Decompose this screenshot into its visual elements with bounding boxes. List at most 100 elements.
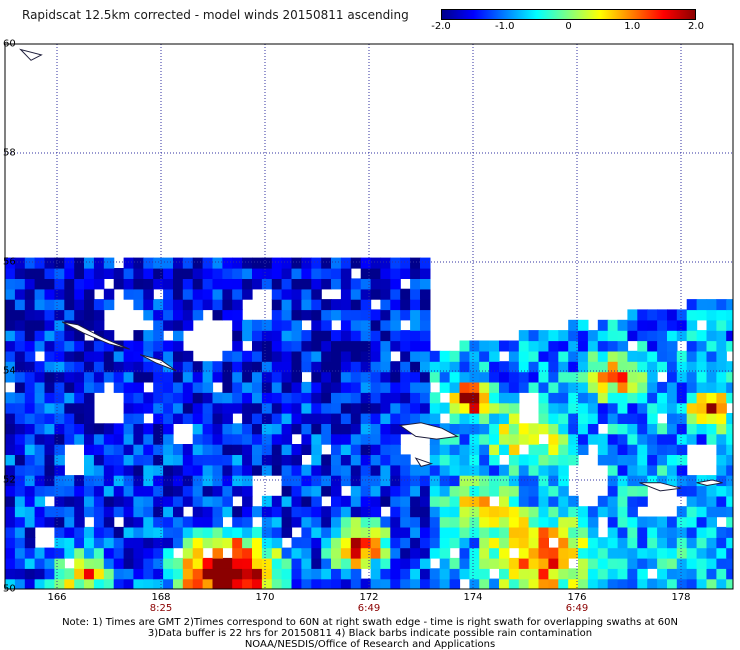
wind-difference-cell: [163, 495, 174, 507]
wind-difference-cell: [647, 547, 658, 559]
wind-difference-cell: [271, 526, 283, 538]
wind-difference-cell: [597, 454, 609, 466]
wind-difference-cell: [499, 464, 510, 476]
wind-difference-cell: [518, 350, 530, 362]
wind-difference-cell: [716, 537, 727, 549]
wind-difference-cell: [558, 485, 569, 497]
wind-difference-cell: [271, 495, 283, 507]
wind-difference-cell: [24, 454, 36, 466]
wind-difference-cell: [291, 454, 302, 466]
wind-difference-cell: [123, 257, 135, 269]
wind-difference-cell: [686, 330, 698, 342]
wind-difference-cell: [667, 444, 678, 455]
wind-difference-cell: [113, 568, 125, 580]
wind-difference-cell: [686, 309, 698, 321]
wind-difference-cell: [548, 475, 559, 487]
wind-difference-cell: [459, 413, 470, 424]
wind-difference-cell: [84, 257, 95, 269]
wind-difference-cell: [597, 381, 609, 393]
wind-difference-cell: [449, 371, 461, 383]
wind-difference-cell: [360, 319, 372, 331]
wind-difference-cell: [429, 402, 441, 414]
wind-difference-cell: [597, 547, 609, 559]
wind-difference-cell: [647, 475, 658, 487]
wind-difference-cell: [74, 340, 85, 352]
wind-difference-cell: [74, 557, 85, 569]
wind-difference-cell: [469, 444, 480, 455]
wind-difference-cell: [54, 299, 65, 311]
wind-difference-cell: [54, 413, 65, 424]
colorbar: [441, 9, 696, 20]
wind-difference-cell: [716, 568, 727, 580]
wind-difference-cell: [558, 557, 569, 569]
wind-difference-cell: [617, 568, 629, 580]
wind-difference-cell: [479, 475, 490, 487]
wind-difference-cell: [459, 392, 470, 404]
wind-difference-cell: [281, 433, 293, 445]
wind-difference-cell: [44, 330, 55, 342]
wind-difference-cell: [686, 423, 698, 435]
wind-difference-cell: [686, 402, 698, 414]
wind-difference-cell: [271, 299, 283, 311]
wind-difference-cell: [271, 257, 283, 269]
wind-difference-cell: [331, 547, 342, 559]
wind-difference-cell: [84, 350, 95, 362]
wind-difference-cell: [24, 557, 36, 569]
wind-difference-cell: [44, 557, 55, 569]
wind-difference-cell: [24, 309, 36, 321]
wind-difference-cell: [182, 299, 194, 311]
wind-difference-cell: [696, 516, 708, 528]
wind-difference-cell: [340, 361, 352, 373]
wind-difference-cell: [212, 557, 223, 569]
wind-difference-cell: [113, 361, 125, 373]
wind-difference-cell: [489, 485, 500, 497]
wind-difference-cell: [34, 423, 46, 435]
wind-difference-cell: [350, 475, 362, 487]
wind-difference-cell: [420, 319, 431, 331]
wind-difference-cell: [489, 506, 500, 518]
wind-difference-cell: [133, 371, 144, 383]
wind-difference-cell: [607, 433, 619, 445]
wind-difference-cell: [5, 537, 16, 549]
wind-difference-cell: [54, 319, 65, 331]
wind-difference-cell: [538, 557, 549, 569]
wind-difference-cell: [271, 433, 283, 445]
wind-difference-cell: [499, 526, 510, 538]
wind-difference-cell: [34, 371, 46, 383]
wind-difference-cell: [271, 413, 283, 424]
wind-difference-cell: [716, 433, 727, 445]
wind-difference-cell: [252, 526, 263, 538]
wind-difference-cell: [597, 495, 609, 507]
wind-difference-cell: [24, 299, 36, 311]
wind-difference-cell: [44, 299, 55, 311]
wind-difference-cell: [508, 454, 520, 466]
wind-difference-cell: [370, 506, 382, 518]
wind-difference-cell: [617, 557, 629, 569]
wind-difference-cell: [400, 361, 411, 373]
wind-difference-cell: [163, 288, 174, 300]
wind-difference-cell: [429, 361, 441, 373]
wind-difference-cell: [578, 371, 589, 383]
wind-difference-cell: [271, 268, 283, 279]
wind-difference-cell: [14, 381, 26, 393]
wind-difference-cell: [508, 516, 520, 528]
wind-difference-cell: [133, 423, 144, 435]
wind-difference-cell: [390, 257, 401, 269]
wind-difference-cell: [163, 444, 174, 455]
wind-difference-cell: [331, 526, 342, 538]
wind-difference-cell: [271, 506, 283, 518]
wind-difference-cell: [360, 526, 372, 538]
wind-difference-cell: [281, 268, 293, 279]
wind-difference-cell: [202, 537, 214, 549]
wind-difference-cell: [212, 423, 223, 435]
wind-difference-cell: [390, 433, 401, 445]
wind-difference-cell: [578, 350, 589, 362]
wind-difference-cell: [192, 547, 204, 559]
wind-difference-cell: [568, 423, 579, 435]
wind-difference-cell: [439, 350, 451, 362]
wind-difference-cell: [360, 423, 372, 435]
wind-difference-cell: [637, 444, 648, 455]
wind-difference-cell: [133, 537, 144, 549]
wind-difference-cell: [607, 475, 619, 487]
wind-difference-cell: [627, 464, 638, 476]
